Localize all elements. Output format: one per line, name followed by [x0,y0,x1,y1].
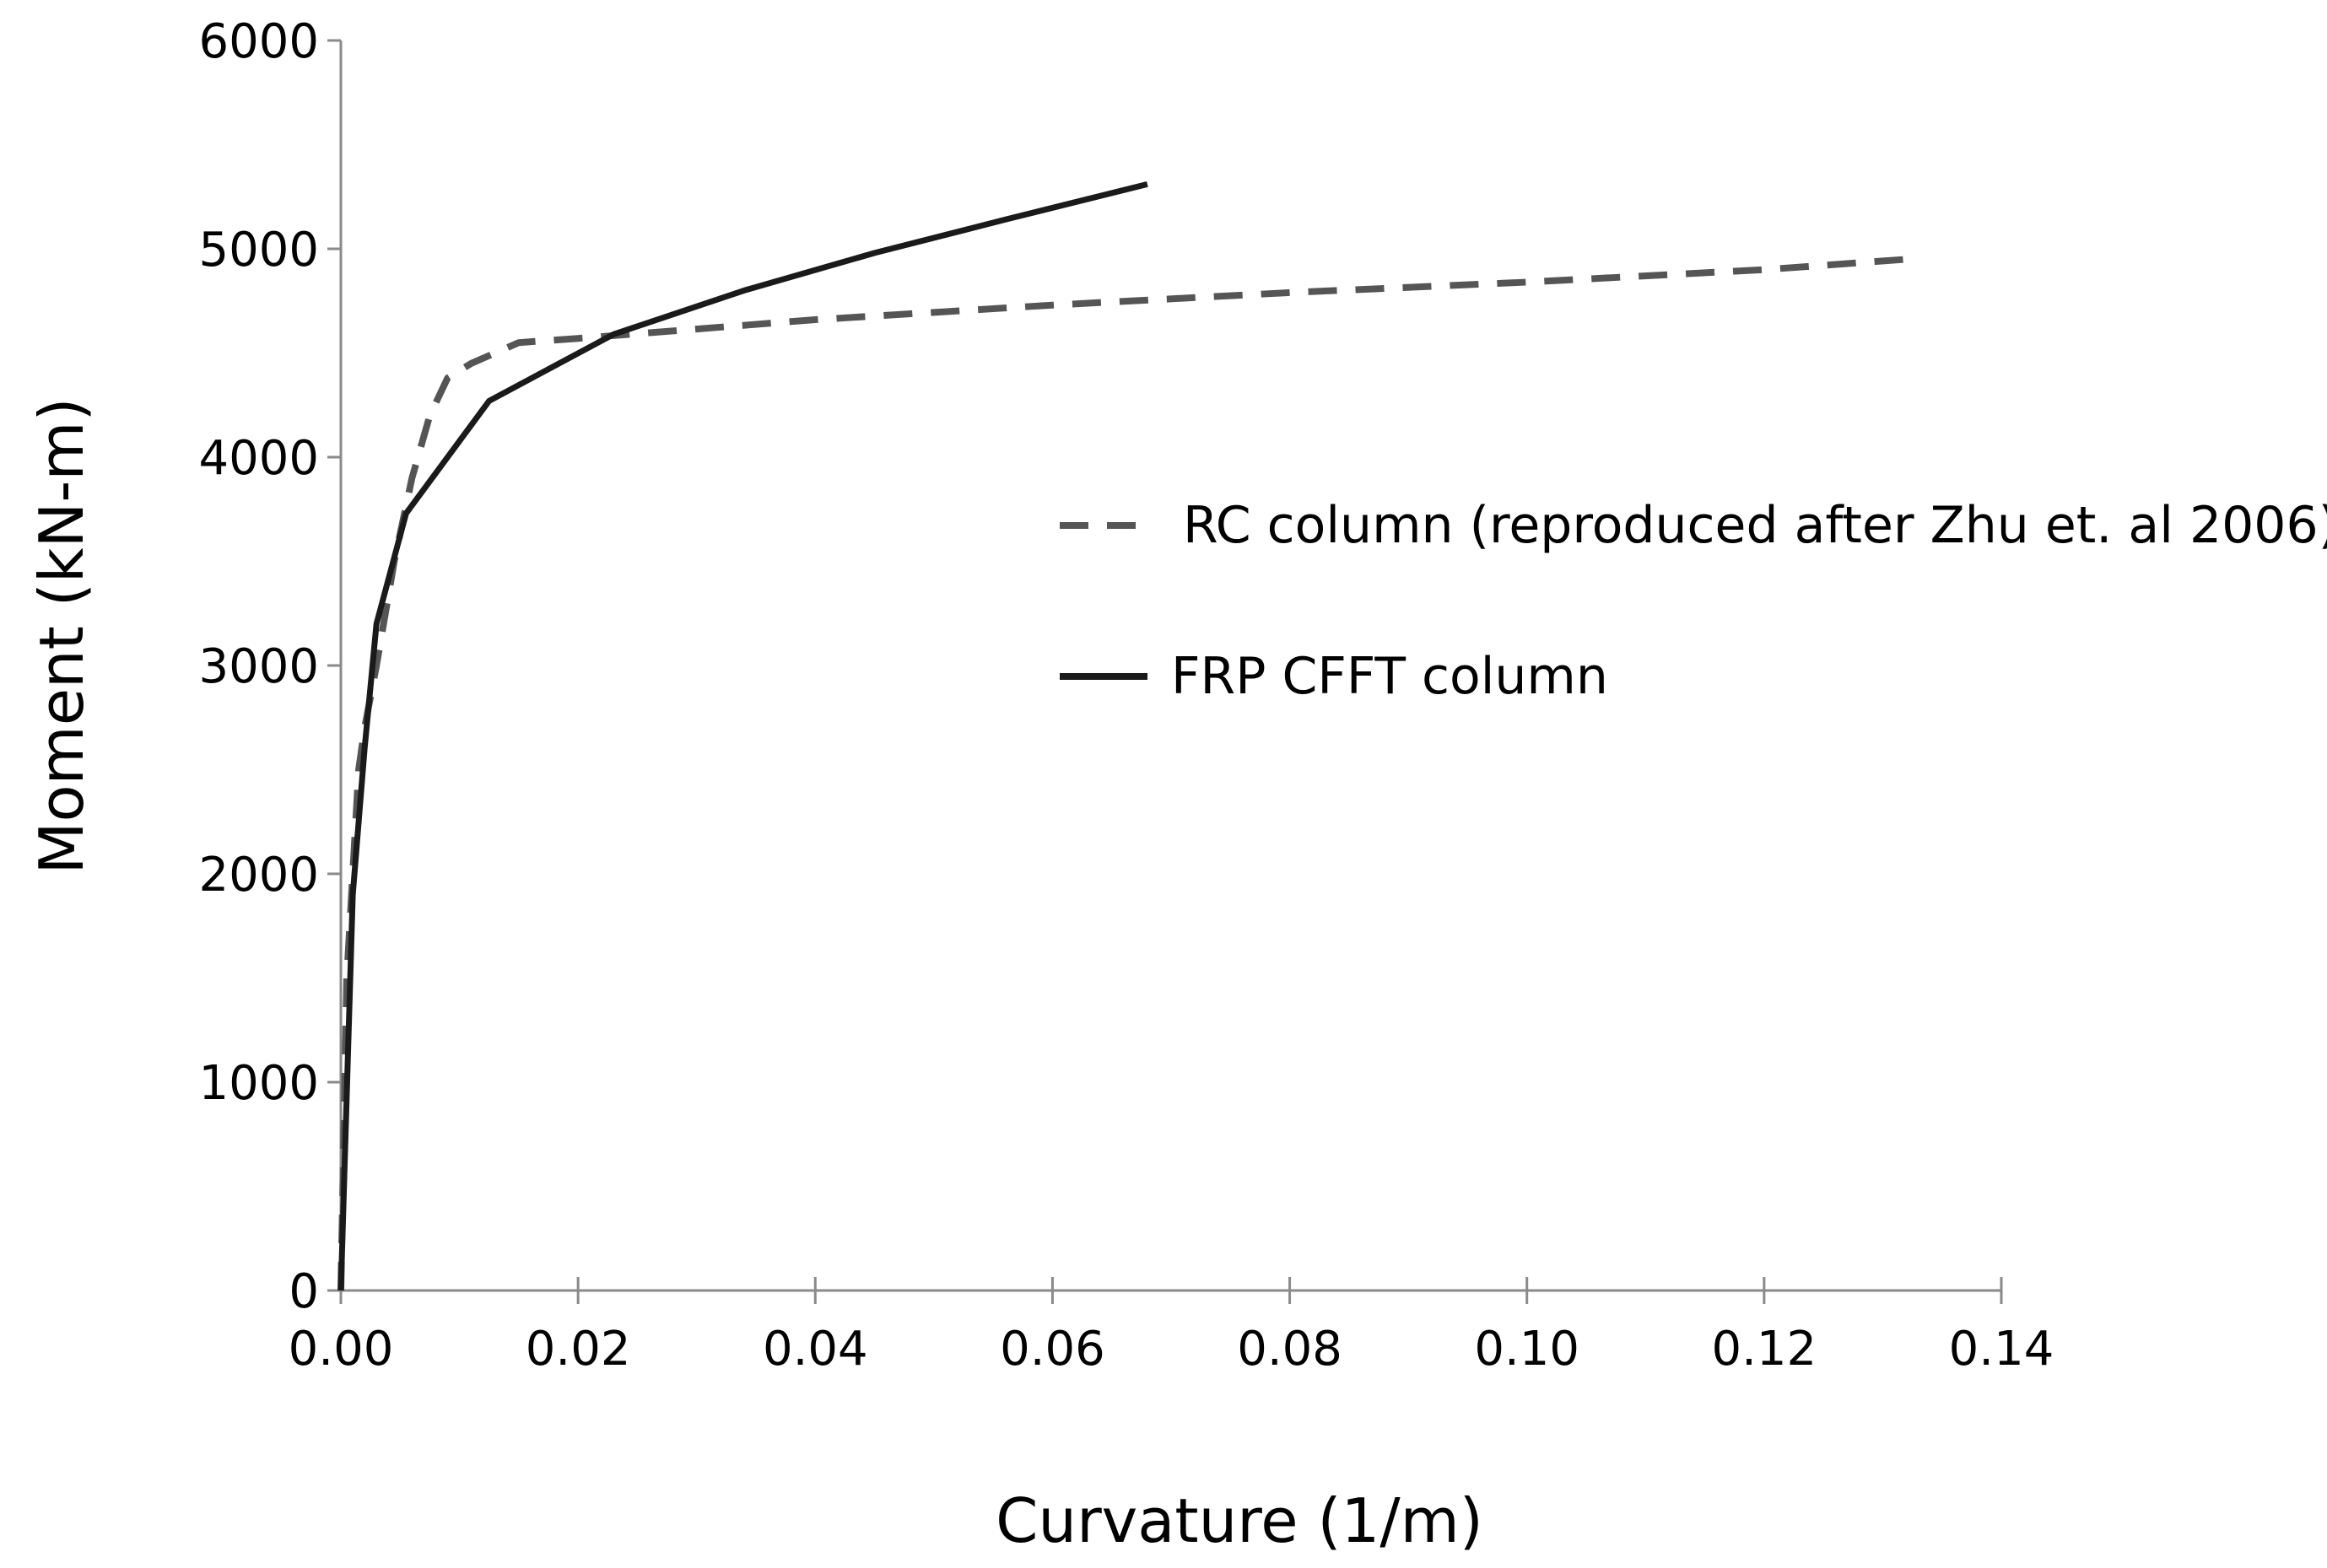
y-tick-label: 0 [289,1264,319,1319]
tick-labels: 0 1000 2000 3000 4000 5000 6000 0.00 0.02 0.04 0.0… [198,14,2054,1377]
legend-label-frp-cfft-column: FRP CFFT column [1171,647,1608,706]
x-tick-label: 0.12 [1712,1322,1817,1377]
x-tick-label: 0.04 [763,1322,868,1377]
series-lines [337,181,1907,1291]
legend: RC column (reproduced after Zhu et. al 2… [1060,496,2327,706]
axes [327,39,2003,1304]
x-tick-label: 0.10 [1474,1322,1579,1377]
x-tick-label: 0.02 [526,1322,631,1377]
series-line-rc-column [337,256,1907,1291]
y-tick-label: 6000 [198,14,319,69]
x-tick-label: 0.14 [1949,1322,2054,1377]
x-tick-label: 0.08 [1237,1322,1342,1377]
y-tick-label: 4000 [198,431,319,486]
x-axis-title: Curvature (1/m) [996,1485,1483,1556]
x-tick-label: 0.00 [289,1322,394,1377]
y-axis-title: Moment (kN-m) [26,397,97,874]
x-tick-label: 0.06 [1000,1322,1105,1377]
y-tick-label: 5000 [198,223,319,277]
y-tick-label: 1000 [198,1056,319,1111]
y-tick-label: 2000 [198,848,319,903]
legend-label-rc-column: RC column (reproduced after Zhu et. al 2… [1183,496,2327,555]
vertical-grid-lines [576,1277,2003,1291]
series-line-frp-cfft-column [337,181,1148,1291]
y-tick-label: 3000 [198,639,319,694]
